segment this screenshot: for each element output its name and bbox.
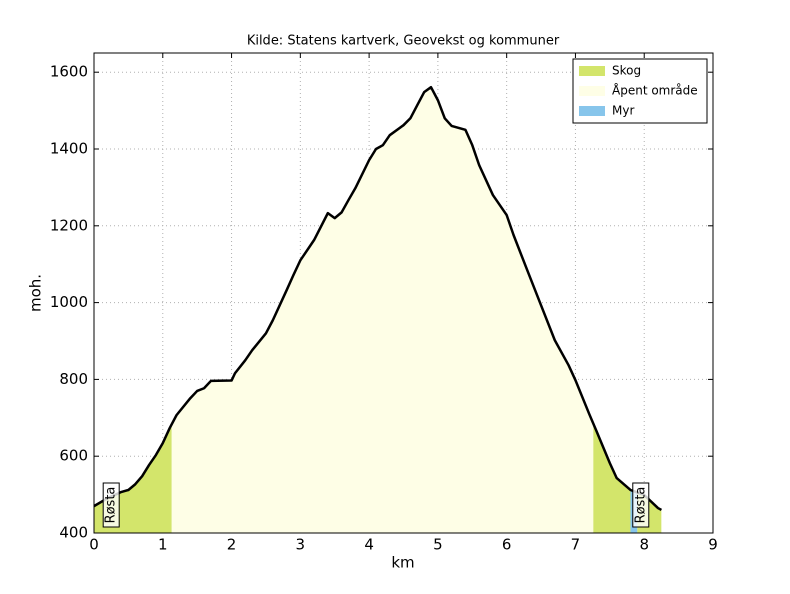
y-tick-label: 1200 xyxy=(50,216,88,234)
x-tick-label: 5 xyxy=(433,536,443,554)
plot-frame xyxy=(93,52,714,534)
y-tick-label: 800 xyxy=(59,370,88,388)
y-axis-label: moh. xyxy=(27,274,45,312)
y-tick-label: 1400 xyxy=(50,140,88,158)
x-tick-label: 0 xyxy=(89,536,99,554)
legend-label: Myr xyxy=(612,104,634,118)
x-tick-label: 8 xyxy=(639,536,649,554)
y-tick-label: 1000 xyxy=(50,293,88,311)
elevation-line xyxy=(93,85,663,512)
annotation-box xyxy=(632,482,650,528)
annotation-label: Røsta xyxy=(104,487,119,524)
x-tick-label: 4 xyxy=(364,536,374,554)
x-tick-label: 1 xyxy=(158,536,168,554)
legend-label: Åpent område xyxy=(612,83,698,98)
y-tick-label: 400 xyxy=(59,524,88,542)
chart-title: Kilde: Statens kartverk, Geovekst og kom… xyxy=(247,34,560,49)
x-tick-label: 9 xyxy=(708,536,718,554)
legend-label: Skog xyxy=(612,64,641,78)
x-tick-label: 3 xyxy=(296,536,306,554)
legend-swatch xyxy=(579,66,605,76)
x-tick-label: 2 xyxy=(227,536,237,554)
annotation-box xyxy=(102,482,120,528)
legend-swatch xyxy=(579,86,605,96)
legend-swatch xyxy=(579,106,605,116)
y-tick-label: 1600 xyxy=(50,63,88,81)
x-tick-label: 7 xyxy=(571,536,581,554)
x-axis-label: km xyxy=(391,554,414,572)
x-tick-label: 6 xyxy=(502,536,512,554)
y-tick-label: 600 xyxy=(59,447,88,465)
annotation-label: Røsta xyxy=(633,487,648,524)
